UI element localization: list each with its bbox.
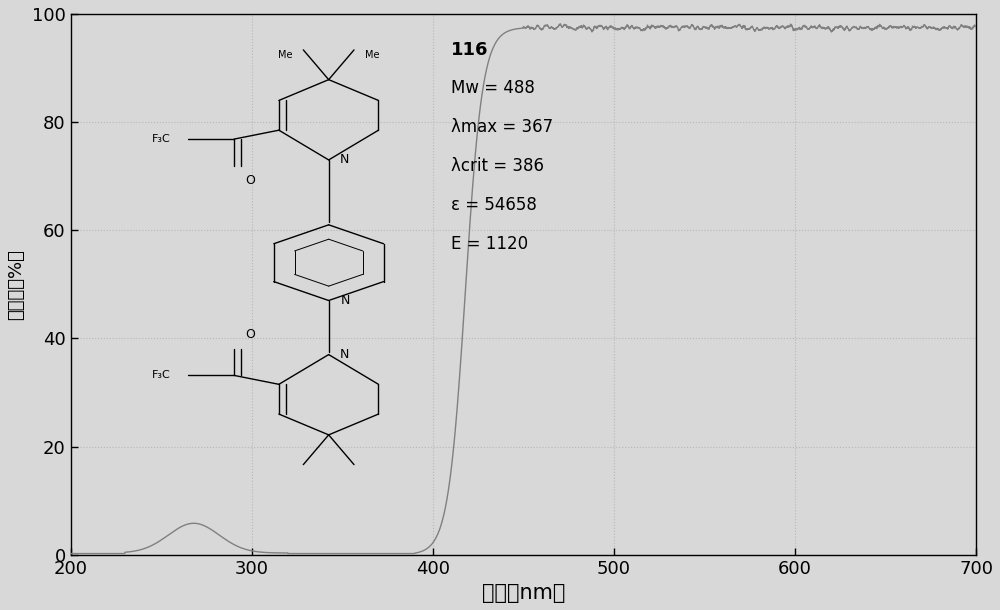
X-axis label: 波长（nm）: 波长（nm） [482,583,565,603]
Text: Mw = 488: Mw = 488 [451,79,535,97]
Text: N: N [340,294,350,307]
Text: 116: 116 [451,41,488,59]
Text: F₃C: F₃C [151,134,170,144]
Text: E = 1120: E = 1120 [451,235,528,253]
Text: N: N [340,348,349,361]
Text: ε = 54658: ε = 54658 [451,196,537,214]
Text: O: O [245,328,255,340]
Text: O: O [245,174,255,187]
Text: N: N [340,154,349,167]
Y-axis label: 透射率（%）: 透射率（%） [7,249,25,320]
Text: λmax = 367: λmax = 367 [451,118,553,136]
Text: F₃C: F₃C [151,370,170,381]
Text: Me: Me [365,50,379,60]
Text: Me: Me [278,50,292,60]
Text: λcrit = 386: λcrit = 386 [451,157,544,174]
